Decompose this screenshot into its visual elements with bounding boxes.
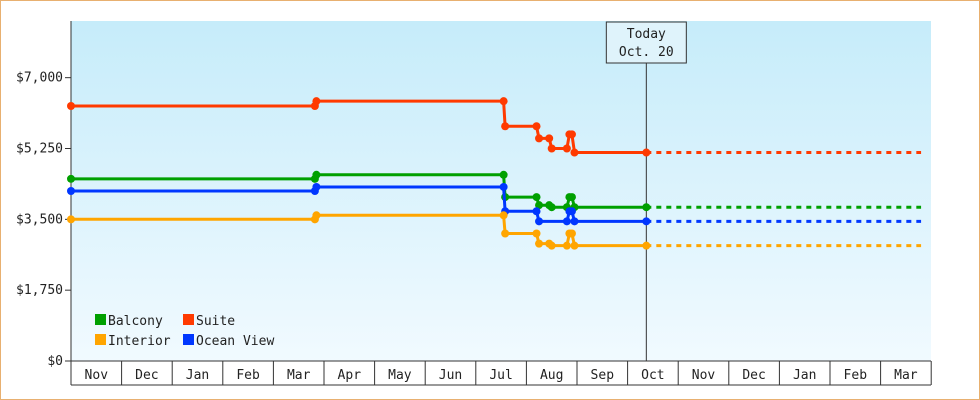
today-label-box: [605, 21, 687, 64]
data-point-interior: [562, 241, 571, 250]
x-tick-label: Jan: [186, 368, 209, 383]
legend: Balcony Suite Interior Ocean View: [95, 314, 274, 349]
data-point-suite: [642, 148, 651, 157]
y-tick-label: $1,750: [16, 283, 63, 298]
data-point-interior: [535, 239, 544, 248]
x-tick-label: Jul: [489, 368, 512, 383]
legend-label-ocean-view: Ocean View: [196, 334, 274, 349]
x-tick-label: Oct: [641, 368, 664, 383]
data-point-interior: [570, 241, 579, 250]
x-tick-label: Jun: [439, 368, 462, 383]
y-tick-label: $3,500: [16, 212, 63, 227]
data-point-suite: [567, 130, 576, 139]
x-tick-label: Dec: [135, 368, 158, 383]
y-tick-label: $7,000: [16, 71, 63, 86]
legend-label-suite: Suite: [196, 314, 235, 329]
series-ocean-view: [67, 182, 922, 226]
data-point-balcony: [499, 170, 508, 179]
x-tick-label: Feb: [236, 368, 260, 383]
data-point-interior: [642, 241, 651, 250]
data-point-balcony: [535, 201, 544, 210]
data-point-suite: [532, 122, 541, 131]
x-axis: Nov Dec Jan Feb Mar Apr May Jun Jul Aug Sep Oct Nov D…: [70, 360, 932, 386]
data-point-suite: [570, 148, 579, 157]
legend-label-balcony: Balcony: [108, 314, 163, 329]
data-point-ocean-view: [499, 182, 508, 191]
legend-swatch-suite: [183, 314, 194, 325]
data-point-interior: [532, 229, 541, 238]
series-layer: [67, 97, 922, 250]
x-tick-label: Nov: [85, 368, 109, 383]
data-point-suite: [499, 97, 508, 106]
x-tick-label: Nov: [692, 368, 716, 383]
data-point-balcony: [567, 193, 576, 202]
y-tick-label: $0: [47, 354, 63, 369]
data-point-ocean-view: [312, 182, 321, 191]
data-point-ocean-view: [562, 217, 571, 226]
data-point-ocean-view: [67, 187, 75, 195]
x-tick-label: Mar: [894, 368, 918, 383]
data-point-interior: [547, 241, 556, 250]
y-tick-label: $5,250: [16, 142, 63, 157]
legend-swatch-balcony: [95, 314, 106, 325]
data-point-balcony: [67, 174, 75, 183]
today-marker: Today Oct. 20: [605, 21, 687, 361]
series-suite: [67, 97, 922, 157]
today-label-line2: Oct. 20: [619, 45, 674, 60]
legend-swatch-interior: [95, 334, 106, 345]
data-point-suite: [545, 134, 554, 143]
data-point-interior: [67, 215, 75, 224]
data-point-interior: [501, 229, 510, 238]
data-point-ocean-view: [570, 217, 579, 226]
data-point-suite: [562, 144, 571, 153]
today-label-line1: Today: [627, 27, 666, 42]
data-point-suite: [312, 97, 321, 106]
data-point-interior: [567, 229, 576, 238]
x-tick-label: Sep: [591, 368, 615, 383]
data-point-suite: [67, 102, 75, 110]
x-tick-label: Jan: [793, 368, 816, 383]
data-point-ocean-view: [535, 217, 544, 226]
data-point-balcony: [547, 203, 556, 212]
data-point-balcony: [532, 193, 541, 202]
x-tick-label: Feb: [844, 368, 868, 383]
data-point-interior: [499, 211, 508, 220]
legend-label-interior: Interior: [108, 334, 171, 349]
data-point-suite: [535, 134, 544, 143]
data-point-interior: [312, 211, 321, 220]
data-point-suite: [547, 144, 556, 153]
x-tick-label: Mar: [287, 368, 311, 383]
x-tick-label: Aug: [540, 368, 563, 383]
data-point-ocean-view: [567, 207, 576, 216]
x-tick-label: Dec: [742, 368, 765, 383]
data-point-ocean-view: [532, 207, 541, 216]
data-point-suite: [501, 122, 510, 131]
x-tick-label: Apr: [338, 368, 362, 383]
series-interior: [67, 211, 922, 250]
legend-swatch-ocean-view: [183, 334, 194, 345]
data-point-balcony: [312, 170, 321, 179]
data-point-ocean-view: [642, 217, 651, 226]
x-tick-label: May: [388, 368, 412, 383]
y-axis: $0 $1,750 $3,500 $5,250 $7,000: [16, 21, 72, 369]
data-point-balcony: [642, 203, 651, 212]
